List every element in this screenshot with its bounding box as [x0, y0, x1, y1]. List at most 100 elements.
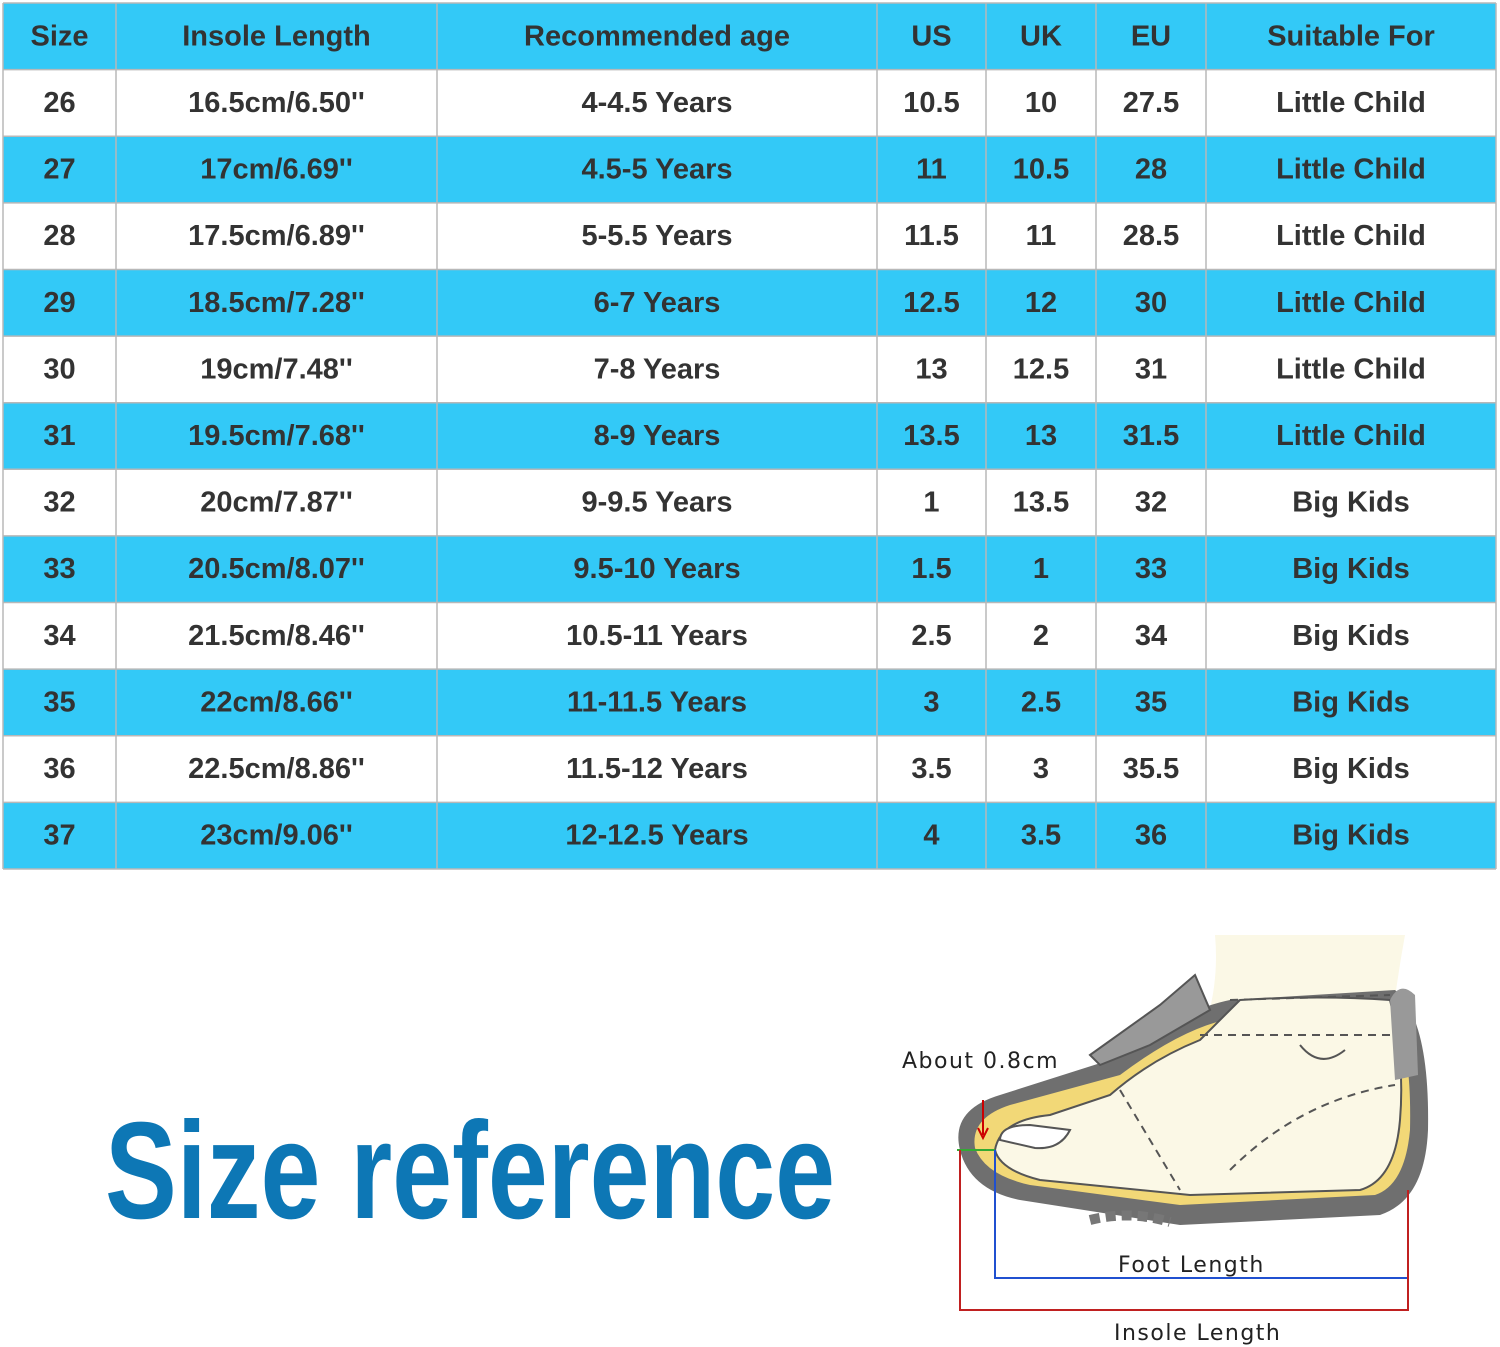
header-row [3, 3, 1496, 70]
table-cell: 35.5 [1123, 753, 1179, 785]
table-cell: Big Kids [1292, 753, 1410, 785]
table-row [3, 269, 1496, 337]
table-cell: 13 [915, 353, 947, 385]
table-cell: 11-11.5 Years [567, 686, 747, 718]
table-cell: 12.5 [903, 287, 959, 319]
table-cell: 10.5-11 Years [566, 620, 748, 652]
gap-label: About 0.8cm [902, 1049, 1059, 1074]
table-cell: 27 [43, 154, 75, 186]
table-cell: Big Kids [1292, 686, 1410, 718]
table-cell: 10.5 [1013, 154, 1069, 186]
table-cell: 13 [1025, 420, 1057, 452]
table-row [3, 669, 1496, 736]
table-cell: 22cm/8.66'' [200, 686, 352, 718]
table-cell: 20cm/7.87'' [200, 487, 352, 519]
reference-title: Size reference [105, 1094, 835, 1248]
table-cell: Big Kids [1292, 487, 1410, 519]
table-cell: 9-9.5 Years [581, 487, 732, 519]
table-row [3, 535, 1496, 603]
table-cell: 26 [43, 87, 75, 119]
table-cell: 23cm/9.06'' [200, 820, 352, 852]
foot-length-label: Foot Length [1118, 1253, 1265, 1278]
table-cell: 28.5 [1123, 220, 1179, 252]
table-cell: 31 [43, 420, 75, 452]
table-cell: 34 [1135, 620, 1167, 652]
table-cell: 35 [43, 686, 75, 718]
table-cell: 13.5 [903, 420, 959, 452]
table-cell: 13.5 [1013, 487, 1069, 519]
table-cell: 9.5-10 Years [573, 553, 740, 585]
table-cell: 30 [1135, 287, 1167, 319]
size-table: Size Insole Length Recommended age US UK EU Su… [2, 2, 1497, 870]
table-cell: 33 [43, 553, 75, 585]
table-cell: 29 [43, 287, 75, 319]
table-cell: 1 [923, 487, 939, 519]
table-cell: Little Child [1276, 154, 1426, 186]
table-cell: 34 [43, 620, 75, 652]
table-cell: 20.5cm/8.07'' [188, 553, 365, 585]
table-cell: Big Kids [1292, 620, 1410, 652]
table-cell: 32 [1135, 487, 1167, 519]
table-cell: 36 [43, 753, 75, 785]
table-cell: 18.5cm/7.28'' [188, 287, 365, 319]
table-cell: 3 [1033, 753, 1049, 785]
table-cell: 16.5cm/6.50'' [188, 87, 365, 119]
table-cell: 27.5 [1123, 87, 1179, 119]
table-cell: 28 [1135, 154, 1167, 186]
table-cell: 4.5-5 Years [581, 154, 732, 186]
table-cell: 17.5cm/6.89'' [188, 220, 365, 252]
table-cell: 11.5-12 Years [566, 753, 748, 785]
table-cell: 35 [1135, 686, 1167, 718]
table-cell: Little Child [1276, 287, 1426, 319]
table-cell: 12-12.5 Years [565, 820, 748, 852]
table-cell: Little Child [1276, 220, 1426, 252]
table-cell: 31.5 [1123, 420, 1179, 452]
table-cell: 31 [1135, 353, 1167, 385]
table-cell: Little Child [1276, 353, 1426, 385]
header-cell: Suitable For [1267, 20, 1435, 52]
table-cell: 12.5 [1013, 353, 1069, 385]
table-cell: Little Child [1276, 87, 1426, 119]
table-cell: 19.5cm/7.68'' [188, 420, 365, 452]
table-row [3, 402, 1496, 470]
table-cell: 30 [43, 353, 75, 385]
table-cell: 12 [1025, 287, 1057, 319]
table-cell: Big Kids [1292, 820, 1410, 852]
table-cell: 1.5 [911, 553, 951, 585]
table-cell: 11.5 [904, 220, 959, 252]
table-cell: 11 [916, 154, 947, 186]
table-cell: 7-8 Years [594, 353, 721, 385]
table-cell: 4 [923, 820, 939, 852]
table-cell: 10 [1025, 87, 1057, 119]
header-cell: UK [1020, 20, 1062, 52]
header-cell: Insole Length [182, 20, 371, 52]
header-cell: EU [1131, 20, 1171, 52]
table-row [3, 336, 1496, 403]
table-cell: 2.5 [1021, 686, 1061, 718]
table-cell: 33 [1135, 553, 1167, 585]
table-cell: 3.5 [1021, 820, 1061, 852]
table-cell: Little Child [1276, 420, 1426, 452]
shoe-illustration [957, 935, 1429, 1311]
table-cell: 4-4.5 Years [581, 87, 732, 119]
table-cell: 8-9 Years [594, 420, 721, 452]
table-cell: 32 [43, 487, 75, 519]
table-cell: 17cm/6.69'' [200, 154, 352, 186]
table-cell: 2.5 [911, 620, 951, 652]
table-cell: 36 [1135, 820, 1167, 852]
table-cell: 1 [1033, 553, 1049, 585]
table-cell: 3 [923, 686, 939, 718]
insole-length-label: Insole Length [1114, 1321, 1281, 1346]
header-cell: Recommended age [524, 20, 790, 52]
table-row [3, 602, 1496, 670]
table-cell: 2 [1033, 620, 1049, 652]
header-cell: US [911, 20, 951, 52]
table-cell: 22.5cm/8.86'' [188, 753, 365, 785]
table-cell: 11 [1026, 220, 1057, 252]
table-row [3, 136, 1496, 203]
table-row [3, 735, 1496, 803]
table-cell: 28 [43, 220, 75, 252]
table-cell: Big Kids [1292, 553, 1410, 585]
table-cell: 10.5 [903, 87, 959, 119]
table-cell: 3.5 [911, 753, 951, 785]
